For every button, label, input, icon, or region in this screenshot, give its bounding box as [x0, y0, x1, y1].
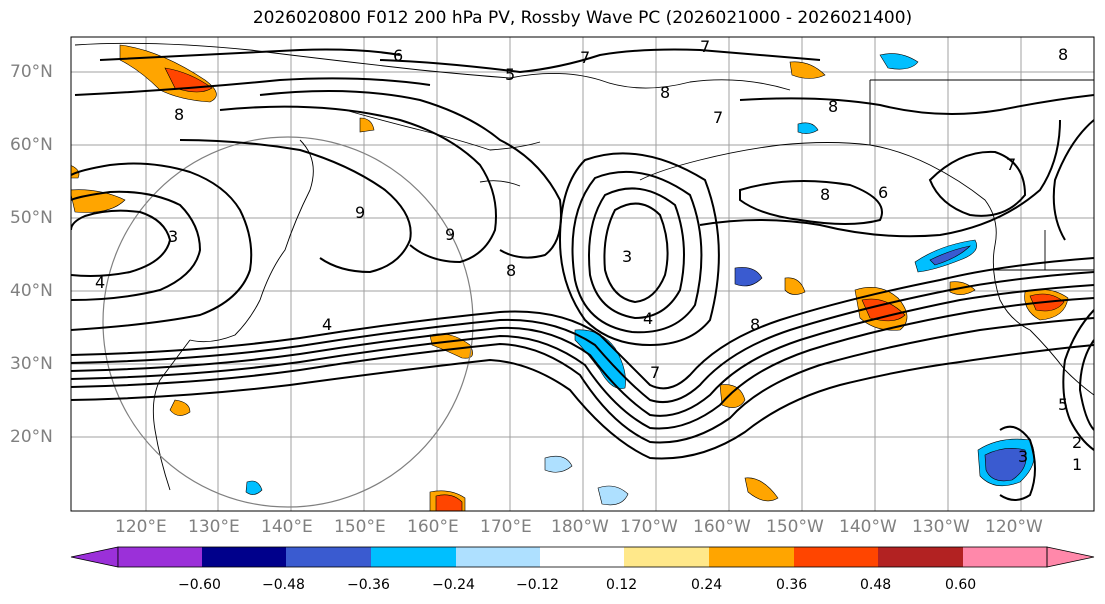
contour-label: 9: [445, 225, 455, 244]
longitude-label: 130°W: [912, 517, 970, 537]
colorbar-tick: 0.48: [860, 577, 892, 593]
positive-anomaly: [169, 399, 191, 416]
negative-anomaly-core: [929, 245, 971, 266]
contour-label: 2: [1072, 433, 1082, 452]
negative-anomaly: [597, 485, 629, 506]
longitude-label: 130°E: [188, 517, 240, 537]
latitude-label: 20°N: [10, 427, 53, 447]
positive-anomaly: [359, 117, 375, 133]
contour-label: 3: [168, 227, 178, 246]
colorbar-tick: 0.12: [606, 577, 638, 593]
colorbar-segment: [624, 547, 709, 567]
negative-anomaly: [797, 122, 819, 134]
colorbar-tick: 0.24: [691, 577, 723, 593]
longitude-label: 140°W: [839, 517, 897, 537]
contour-label: 8: [1058, 45, 1068, 64]
positive-anomaly-core: [435, 494, 463, 511]
longitude-label: 120°E: [115, 517, 167, 537]
colorbar-extend-high: [1046, 546, 1095, 568]
latitude-label: 50°N: [10, 208, 53, 228]
contour-label: 6: [878, 183, 888, 202]
longitude-label: 150°E: [334, 517, 386, 537]
contour-label: 7: [580, 48, 590, 67]
contour-label: 8: [820, 185, 830, 204]
longitude-label: 170°W: [620, 517, 678, 537]
longitude-label: 170°E: [480, 517, 532, 537]
colorbar: [70, 546, 1095, 568]
contour-label: 9: [355, 203, 365, 222]
rossby-wave-pc-shading: [71, 44, 1069, 511]
pv-contours: [71, 48, 1094, 501]
negative-anomaly-core: [984, 448, 1027, 482]
colorbar-segment: [794, 547, 878, 567]
gridlines: [71, 37, 1094, 511]
longitude-label: 150°W: [766, 517, 824, 537]
colorbar-segment: [371, 547, 456, 567]
map-title: 2026020800 F012 200 hPa PV, Rossby Wave …: [252, 8, 913, 28]
colorbar-tick: −0.24: [432, 577, 475, 593]
colorbar-outline: [117, 546, 1048, 568]
latitude-label: 40°N: [10, 281, 53, 301]
colorbar-tick: −0.60: [178, 577, 221, 593]
negative-anomaly: [879, 53, 919, 70]
latitude-label: 70°N: [10, 62, 53, 82]
contour-label: 6: [393, 46, 403, 65]
map-border: [70, 36, 1095, 512]
contour-label: 4: [322, 315, 332, 334]
colorbar-extend-low: [70, 546, 119, 568]
contour-label: 7: [713, 108, 723, 127]
longitude-label: 160°E: [407, 517, 459, 537]
contour-label: 8: [506, 261, 516, 280]
contour-label: 5: [1058, 395, 1068, 414]
negative-anomaly: [574, 329, 626, 389]
positive-anomaly: [789, 61, 826, 79]
contour-label: 3: [622, 247, 632, 266]
negative-anomaly: [734, 267, 763, 287]
positive-anomaly: [744, 477, 779, 502]
longitude-label: 140°E: [261, 517, 313, 537]
latitude-label: 60°N: [10, 135, 53, 155]
negative-anomaly: [544, 455, 573, 473]
contour-label: 1: [1072, 455, 1082, 474]
positive-anomaly: [784, 277, 806, 295]
longitude-label: 180°W: [551, 517, 609, 537]
colorbar-tick: 0.60: [945, 577, 977, 593]
positive-anomaly: [719, 384, 746, 408]
colorbar-segment: [709, 547, 794, 567]
positive-anomaly-core: [164, 67, 213, 93]
colorbar-tick: −0.48: [262, 577, 305, 593]
latitude-label: 30°N: [10, 354, 53, 374]
colorbar-tick: −0.12: [516, 577, 559, 593]
colorbar-segment: [963, 547, 1047, 567]
contour-label-group: 6 7 8 5 8 7 8 8 9 9 8 3 4 7 8 6 4 7 8 3 …: [95, 37, 1082, 474]
positive-anomaly: [429, 333, 473, 359]
positive-anomaly-core: [861, 298, 906, 322]
contour-label: 7: [650, 363, 660, 382]
contour-label: 8: [660, 83, 670, 102]
colorbar-segment: [456, 547, 540, 567]
colorbar-segment: [118, 547, 202, 567]
contour-label: 4: [95, 273, 105, 292]
colorbar-segment: [540, 547, 624, 567]
map-area: 6 7 8 5 8 7 8 8 9 9 8 3 4 7 8 6 4 7 8 3 …: [71, 37, 1094, 511]
colorbar-segment: [202, 547, 286, 567]
contour-label: 8: [750, 315, 760, 334]
longitude-label: 160°W: [693, 517, 751, 537]
contour-label: 4: [643, 309, 653, 328]
contour-label: 8: [828, 97, 838, 116]
colorbar-tick: 0.36: [776, 577, 808, 593]
colorbar-tick: −0.36: [347, 577, 390, 593]
colorbar-segment: [878, 547, 963, 567]
negative-anomaly: [245, 480, 263, 495]
contour-label: 3: [1018, 447, 1028, 466]
contour-label: 7: [700, 37, 710, 56]
contour-label: 5: [505, 65, 515, 84]
colorbar-segment: [286, 547, 371, 567]
coastlines: [74, 42, 1094, 491]
longitude-label: 120°W: [985, 517, 1043, 537]
contour-label: 8: [174, 105, 184, 124]
contour-label: 7: [1006, 155, 1016, 174]
